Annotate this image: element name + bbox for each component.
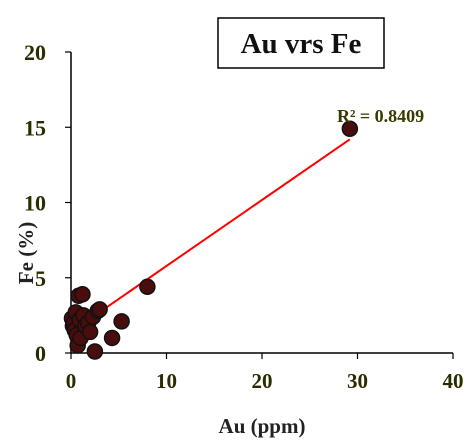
trendline [70, 138, 351, 333]
data-point [91, 301, 108, 318]
y-tick-label: 10 [24, 191, 46, 216]
axis-ticks: 0 10 20 30 40 0 5 10 15 20 [24, 40, 464, 393]
data-point [341, 120, 359, 138]
data-points [63, 120, 359, 360]
x-tick-label: 20 [252, 369, 273, 393]
y-tick-label: 0 [35, 341, 46, 366]
chart-title: Au vrs Fe [241, 28, 362, 60]
data-point [81, 323, 99, 341]
x-tick-label: 0 [66, 369, 77, 393]
y-axis-label: Fe (%) [14, 222, 38, 284]
x-tick-label: 40 [443, 369, 464, 393]
r-squared-annotation: R² = 0.8409 [337, 106, 424, 126]
y-tick-label: 20 [24, 40, 46, 65]
y-tick-label: 15 [24, 115, 46, 140]
trendline-group [70, 138, 351, 333]
data-point [113, 313, 130, 330]
axes [70, 52, 453, 354]
x-tick-label: 10 [156, 369, 177, 393]
data-point [103, 329, 121, 347]
title-box [217, 17, 385, 69]
data-point [74, 286, 91, 303]
x-tick-label: 30 [347, 369, 368, 393]
data-point [139, 278, 156, 296]
x-axis-label: Au (ppm) [219, 414, 306, 438]
data-point [86, 343, 104, 360]
y-tick-label: 5 [35, 266, 46, 291]
